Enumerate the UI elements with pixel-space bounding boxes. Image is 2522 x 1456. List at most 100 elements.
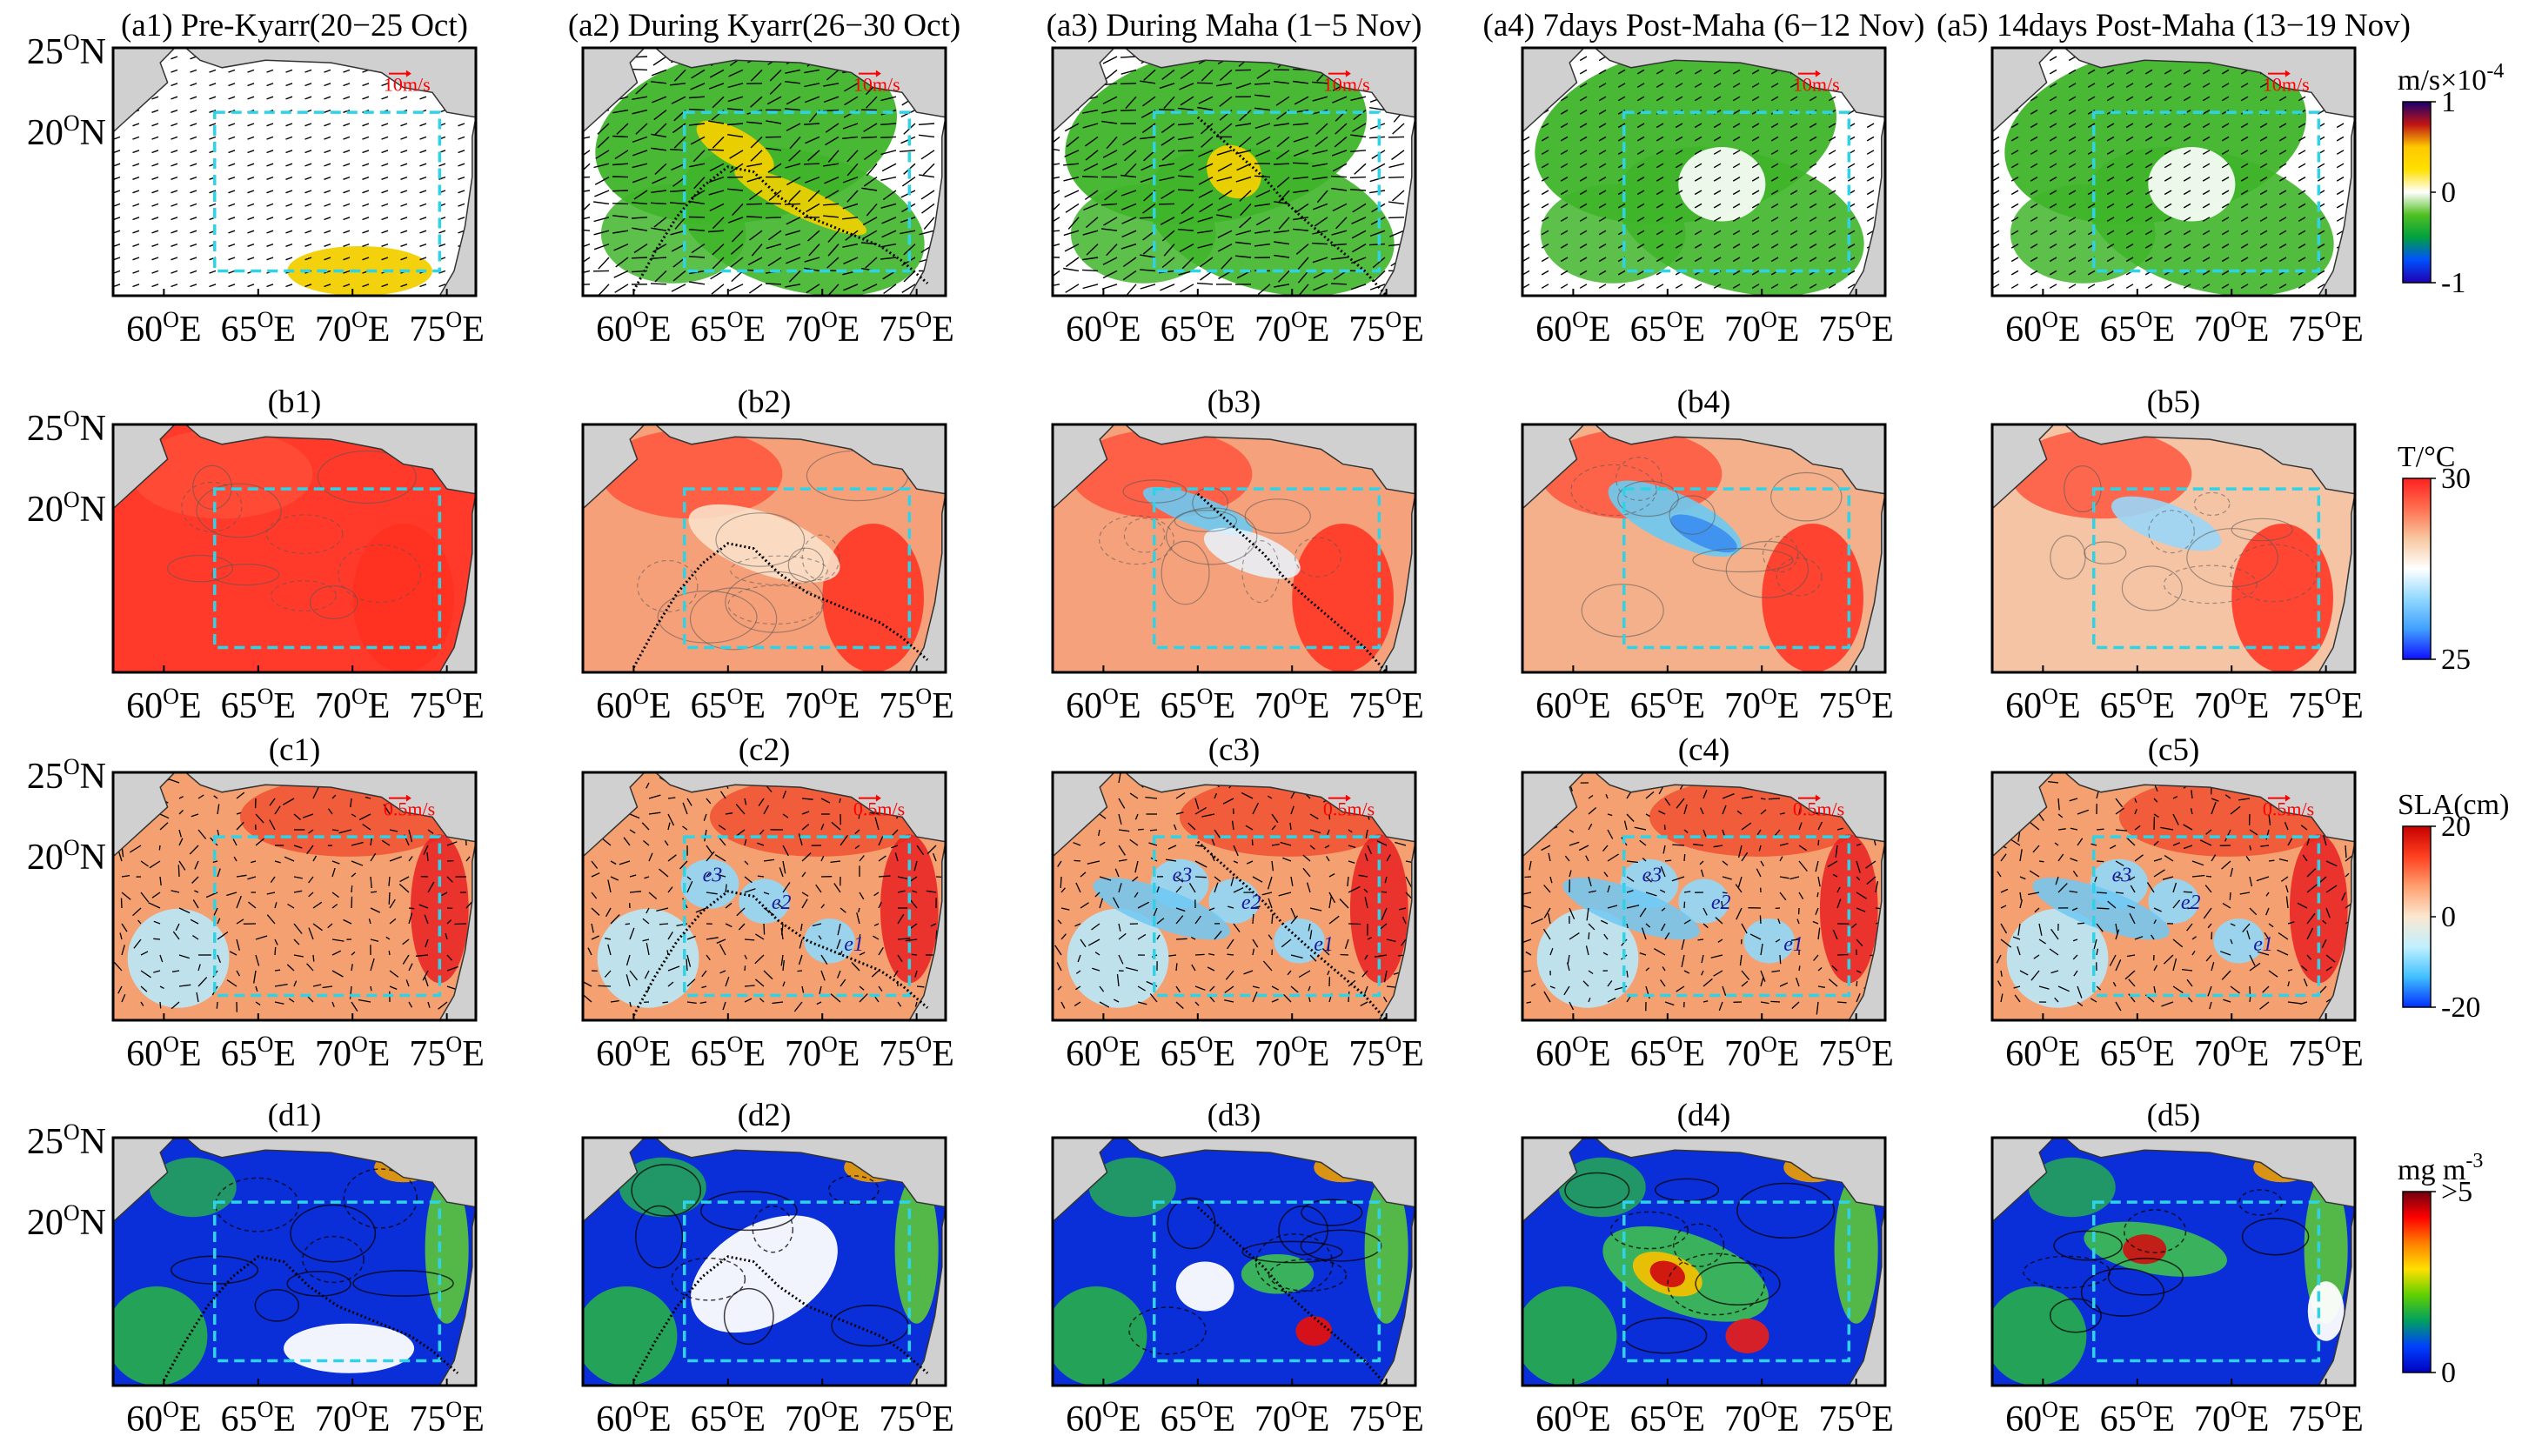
lon-tick-label: 60OE [126, 1397, 201, 1439]
eddy-label: e3 [2112, 864, 2132, 886]
lon-tick-label: 75OE [1818, 1032, 1893, 1074]
land-pakistan [654, 48, 946, 118]
panel-title: (c3) [1208, 732, 1261, 768]
panel-field [1522, 48, 1885, 296]
lon-tick-label: 65OE [1161, 307, 1235, 350]
lon-tick-label: 70OE [2194, 307, 2269, 350]
lon-tick-label: 70OE [315, 684, 390, 726]
lon-tick-label: 75OE [879, 684, 953, 726]
panel-title: (d3) [1207, 1098, 1261, 1133]
panel-frame [111, 1136, 478, 1387]
panel-title: (d4) [1677, 1098, 1731, 1133]
panel-title: (c4) [1678, 732, 1730, 768]
lon-tick-label: 65OE [691, 1397, 766, 1439]
land-india [438, 1206, 476, 1386]
colorbar-tick-label: 1 [2441, 86, 2456, 118]
eddy-label: e2 [2181, 892, 2201, 914]
lon-tick-label: 60OE [2005, 307, 2080, 350]
panel-frame [111, 423, 478, 674]
study-box [213, 1200, 442, 1363]
lon-tick-label: 75OE [879, 1397, 953, 1439]
panel-frame [1051, 1136, 1417, 1387]
lat-tick-label: 25ON [27, 30, 106, 72]
panel-d2: (d2) 60OE 65OE 70OE 75OE [581, 1098, 954, 1439]
land-india [438, 493, 476, 672]
panel-title: (a5) 14days Post-Maha (13−19 Nov) [1937, 8, 2411, 43]
lon-tick-label: 75OE [1348, 307, 1423, 350]
study-box [213, 110, 442, 273]
land-india [438, 841, 476, 1020]
eddy-label: e1 [1783, 933, 1803, 956]
eddy-label: e3 [1173, 864, 1193, 886]
land-pakistan [184, 48, 476, 118]
lon-tick-label: 60OE [126, 307, 201, 350]
lon-tick-label: 70OE [785, 307, 860, 350]
lon-tick-label: 60OE [2005, 1032, 2080, 1074]
eddy-label: e1 [2253, 933, 2273, 956]
study-box [683, 110, 912, 273]
land-pakistan [184, 772, 476, 843]
panel-d3: (d3) 60OE 65OE 70OE 75OE [1051, 1098, 1424, 1439]
colorbar-d: mg m-3>5 0 [2398, 1150, 2483, 1389]
lon-tick-label: 65OE [2100, 1397, 2175, 1439]
panel-frame [1051, 46, 1417, 297]
lon-tick-label: 65OE [2100, 307, 2175, 350]
eddy-label: e2 [1711, 892, 1731, 914]
cyclone-track [1196, 116, 1388, 296]
colorbar-c: SLA(cm)20 0 -20 [2398, 789, 2509, 1024]
panel-b2: (b2) 60OE 65OE 70OE 75OE [581, 384, 954, 726]
land-india [1848, 841, 1885, 1020]
reference-arrowhead [405, 70, 411, 77]
panel-b3: (b3) 60OE 65OE 70OE 75OE [1051, 384, 1424, 726]
panel-field [1522, 424, 1885, 672]
colorbar-title: T/°C [2398, 441, 2456, 473]
lon-tick-label: 70OE [785, 1397, 860, 1439]
panel-frame [111, 46, 478, 297]
land-india [1378, 493, 1415, 672]
lon-tick-label: 70OE [1254, 307, 1329, 350]
study-box [2092, 1200, 2321, 1363]
lat-tick-label: 25ON [27, 406, 106, 449]
reference-arrowhead [2285, 70, 2291, 77]
land-pakistan [1124, 48, 1415, 118]
lat-tick-label: 20ON [27, 835, 106, 878]
lon-tick-label: 75OE [1818, 684, 1893, 726]
panel-field [1992, 48, 2355, 296]
cyclone-track [1196, 1206, 1388, 1386]
lon-tick-label: 75OE [409, 1032, 484, 1074]
lon-tick-label: 60OE [1535, 307, 1610, 350]
reference-arrowhead [405, 794, 411, 802]
colorbar-tick-label: -1 [2441, 267, 2465, 299]
lon-tick-label: 65OE [221, 684, 296, 726]
land-arabia [1053, 48, 1115, 133]
panel-title: (a3) During Maha (1−5 Nov) [1047, 8, 1422, 43]
lon-tick-label: 75OE [2288, 1032, 2363, 1074]
colorbar-title: SLA(cm) [2398, 789, 2509, 821]
lon-tick-label: 70OE [2194, 684, 2269, 726]
panel-frame [1521, 771, 1887, 1022]
lon-tick-label: 70OE [1724, 1397, 1799, 1439]
lon-tick-label: 70OE [315, 307, 390, 350]
land-pakistan [184, 1138, 476, 1208]
land-india [438, 117, 476, 296]
land-pakistan [184, 424, 476, 495]
reference-vector-label: 0.5m/s [853, 798, 905, 820]
lon-tick-label: 65OE [1630, 1032, 1705, 1074]
lon-tick-label: 60OE [1066, 684, 1141, 726]
lon-tick-label: 75OE [879, 1032, 953, 1074]
cyclone-track [163, 1255, 459, 1382]
lon-tick-label: 70OE [315, 1397, 390, 1439]
lat-tick-label: 20ON [27, 487, 106, 530]
lon-tick-label: 65OE [1161, 684, 1235, 726]
land-india [1378, 1206, 1415, 1386]
panel-field [113, 424, 476, 672]
land-arabia [1522, 1138, 1585, 1223]
land-arabia [1992, 424, 2055, 510]
panel-b5: (b5) 60OE 65OE 70OE 75OE [1990, 384, 2364, 726]
land-india [2318, 841, 2355, 1020]
panel-a4: 10m/s (a4) 7days Post-Maha (6−12 Nov) 60OE… [1483, 8, 1925, 350]
lon-tick-label: 70OE [1724, 684, 1799, 726]
panel-d5: (d5) 60OE 65OE 70OE 75OE [1990, 1098, 2364, 1439]
land-pakistan [1124, 424, 1415, 495]
